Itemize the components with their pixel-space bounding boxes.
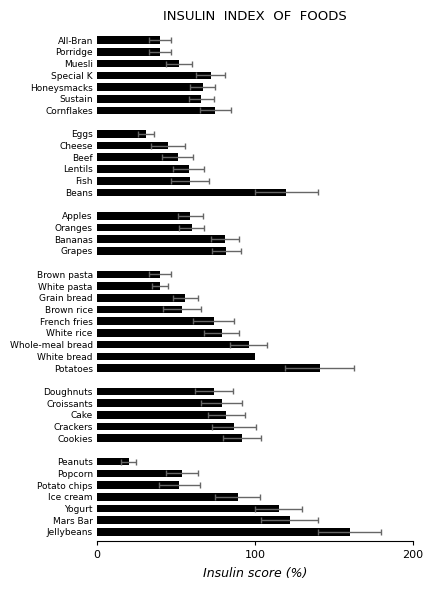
Bar bbox=[97, 83, 203, 91]
Bar bbox=[97, 60, 179, 67]
Bar bbox=[97, 434, 242, 442]
Bar bbox=[97, 130, 146, 137]
Bar bbox=[97, 306, 182, 313]
Bar bbox=[97, 224, 192, 231]
Bar bbox=[97, 352, 255, 360]
Bar bbox=[97, 399, 222, 407]
Bar bbox=[97, 189, 287, 196]
Bar bbox=[97, 481, 179, 489]
Bar bbox=[97, 528, 349, 536]
Bar bbox=[97, 516, 290, 524]
Bar bbox=[97, 294, 185, 301]
Bar bbox=[97, 341, 249, 349]
Bar bbox=[97, 153, 178, 161]
Bar bbox=[97, 329, 222, 337]
Bar bbox=[97, 177, 190, 185]
Bar bbox=[97, 142, 168, 149]
Bar bbox=[97, 37, 160, 44]
X-axis label: Insulin score (%): Insulin score (%) bbox=[203, 567, 307, 581]
Bar bbox=[97, 493, 238, 501]
Title: INSULIN  INDEX  OF  FOODS: INSULIN INDEX OF FOODS bbox=[163, 9, 347, 23]
Bar bbox=[97, 388, 214, 395]
Bar bbox=[97, 317, 214, 325]
Bar bbox=[97, 411, 226, 419]
Bar bbox=[97, 212, 190, 219]
Bar bbox=[97, 48, 160, 55]
Bar bbox=[97, 271, 160, 278]
Bar bbox=[97, 247, 226, 255]
Bar bbox=[97, 364, 320, 372]
Bar bbox=[97, 423, 234, 430]
Bar bbox=[97, 107, 215, 114]
Bar bbox=[97, 458, 129, 466]
Bar bbox=[97, 165, 188, 173]
Bar bbox=[97, 235, 225, 243]
Bar bbox=[97, 470, 182, 477]
Bar bbox=[97, 504, 278, 512]
Bar bbox=[97, 282, 160, 290]
Bar bbox=[97, 71, 211, 79]
Bar bbox=[97, 95, 201, 103]
